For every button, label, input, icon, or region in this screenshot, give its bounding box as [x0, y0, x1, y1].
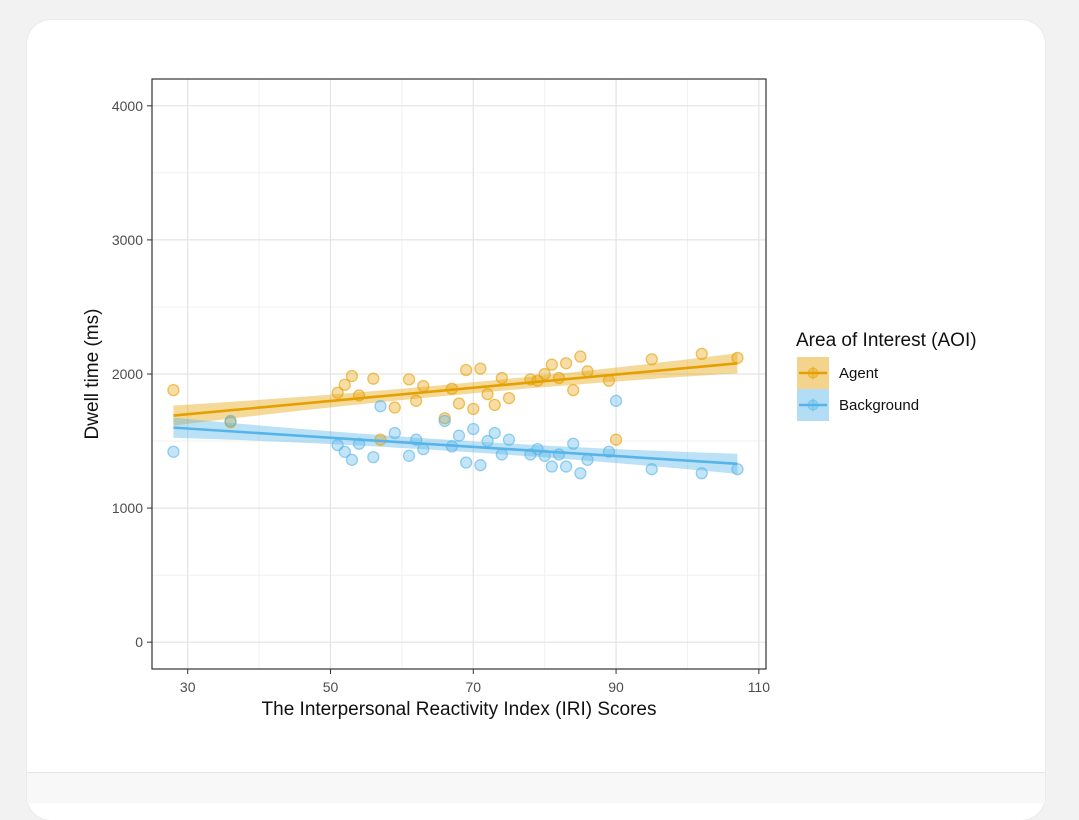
x-axis-ticks: 30 50 70 90 110 — [180, 669, 770, 695]
x-tick-label: 30 — [180, 679, 196, 695]
agent-point — [388, 401, 401, 414]
y-tick-label: 2000 — [112, 366, 143, 382]
x-tick-label: 90 — [608, 679, 624, 695]
background-point — [731, 463, 744, 476]
background-point — [374, 400, 387, 413]
y-tick-label: 0 — [135, 634, 143, 650]
background-point — [167, 445, 180, 458]
background-point — [367, 450, 380, 464]
agent-point — [410, 394, 423, 407]
agent-point — [367, 372, 380, 385]
agent-point — [488, 398, 501, 411]
background-point — [388, 426, 401, 440]
agent-point — [481, 387, 494, 401]
background-point — [609, 394, 623, 407]
background-point — [345, 453, 359, 466]
background-point — [459, 456, 473, 469]
x-axis-title: The Interpersonal Reactivity Index (IRI)… — [262, 699, 657, 720]
agent-point — [331, 386, 344, 399]
background-point — [695, 467, 708, 480]
agent-point — [567, 383, 580, 397]
agent-point — [581, 365, 594, 378]
agent-point — [167, 383, 180, 397]
agent-point — [474, 362, 487, 375]
regression-lines — [173, 361, 738, 466]
agent-point — [467, 402, 480, 416]
background-point — [402, 449, 416, 462]
background-point — [645, 463, 658, 476]
background-point — [224, 414, 237, 428]
agent-point — [402, 373, 416, 386]
y-tick-label: 4000 — [112, 98, 143, 114]
background-point — [567, 437, 580, 450]
agent-point — [731, 351, 744, 365]
background-point — [417, 442, 430, 456]
agent-regression-line — [173, 361, 738, 417]
x-tick-label: 70 — [465, 679, 481, 695]
background-point — [495, 448, 508, 461]
agent-point — [459, 363, 473, 377]
background-point — [474, 459, 487, 472]
agent-point — [695, 347, 708, 361]
legend-title: Area of Interest (AOI) — [796, 330, 977, 351]
agent-point — [417, 379, 430, 393]
agent-point — [452, 397, 466, 410]
background-point — [552, 448, 566, 461]
agent-point — [538, 367, 551, 381]
background-point — [452, 429, 466, 442]
legend-label-agent: Agent — [839, 365, 879, 382]
agent-point — [338, 378, 351, 391]
agent-point — [545, 358, 558, 371]
background-point — [438, 414, 451, 428]
agent-point — [559, 357, 573, 370]
background-regression-line — [173, 426, 738, 466]
legend-label-background: Background — [839, 397, 919, 414]
background-point — [559, 460, 573, 473]
legend-item-agent: Agent — [797, 357, 879, 389]
legend-item-background: Background — [797, 389, 919, 421]
legend: Area of Interest (AOI) Agent Background — [796, 330, 977, 421]
agent-point — [552, 371, 566, 385]
legend-point-background — [807, 399, 819, 411]
background-point — [574, 467, 587, 480]
background-point — [488, 426, 501, 440]
x-tick-label: 110 — [748, 679, 771, 695]
y-tick-label: 1000 — [112, 500, 143, 516]
agent-point — [609, 433, 623, 446]
y-axis-ticks: 0 1000 2000 3000 4000 — [112, 98, 152, 650]
scatter-chart: 30 50 70 90 110 0 1000 2000 3000 4000 The Interp… — [82, 78, 977, 720]
agent-point — [602, 374, 616, 387]
agent-point — [495, 371, 508, 385]
agent-point — [502, 391, 516, 405]
legend-point-agent — [807, 367, 819, 379]
y-axis-title: Dwell time (ms) — [82, 309, 103, 440]
background-point — [581, 453, 594, 466]
y-tick-label: 3000 — [112, 232, 143, 248]
agent-point — [574, 350, 587, 363]
agent-point — [345, 369, 359, 383]
background-point — [467, 422, 480, 436]
background-point — [545, 460, 558, 473]
agent-point — [645, 353, 658, 366]
background-point — [338, 445, 351, 458]
background-point — [502, 433, 516, 446]
x-tick-label: 50 — [323, 679, 339, 695]
grid-lines — [152, 79, 766, 669]
